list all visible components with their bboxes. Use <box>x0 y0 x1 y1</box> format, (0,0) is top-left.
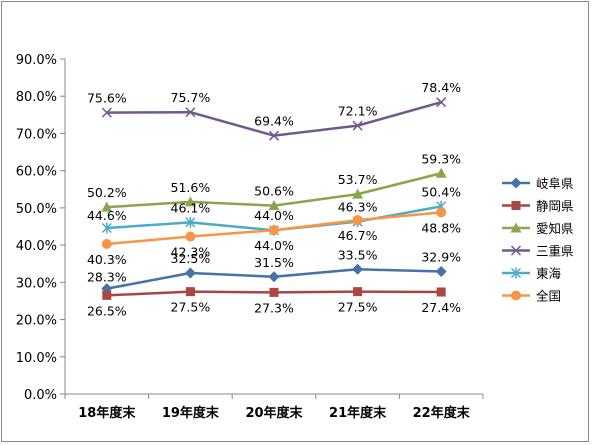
data-label: 40.3% <box>87 252 127 267</box>
y-tick-label: 0.0% <box>24 388 57 403</box>
data-point <box>101 107 112 118</box>
data-point <box>353 287 363 297</box>
series-4 <box>101 97 447 141</box>
data-label: 48.8% <box>421 220 461 235</box>
data-label: 50.4% <box>421 184 461 199</box>
data-label: 42.3% <box>171 245 211 260</box>
data-point <box>268 200 280 211</box>
data-point <box>510 245 522 256</box>
legend-label: 東海 <box>536 266 562 281</box>
data-point <box>352 188 364 199</box>
data-label: 33.5% <box>338 247 378 262</box>
data-point <box>510 222 522 233</box>
data-label: 59.3% <box>421 151 461 166</box>
y-tick-label: 10.0% <box>16 351 57 366</box>
legend-label: 静岡県 <box>536 199 574 214</box>
legend-item: 三重県 <box>502 244 574 259</box>
y-tick-label: 30.0% <box>16 276 57 291</box>
data-label: 53.7% <box>338 172 378 187</box>
y-tick-label: 40.0% <box>16 239 57 254</box>
data-label: 28.3% <box>87 270 127 285</box>
y-tick-label: 90.0% <box>16 53 57 68</box>
data-point <box>269 287 279 297</box>
data-label: 51.6% <box>171 180 211 195</box>
data-label: 46.7% <box>338 228 378 243</box>
legend-item: 愛知県 <box>502 221 574 236</box>
legend-item: 岐阜県 <box>502 176 574 191</box>
series-2 <box>102 287 446 300</box>
data-point <box>268 130 280 141</box>
data-label: 75.6% <box>87 91 127 106</box>
data-point <box>101 238 112 249</box>
data-point <box>511 290 521 301</box>
legend-item: 全国 <box>502 289 561 304</box>
data-point <box>184 196 196 207</box>
data-point <box>352 120 363 131</box>
data-label: 44.0% <box>254 238 294 253</box>
data-point <box>510 267 522 279</box>
data-label: 50.6% <box>254 184 294 199</box>
data-label: 26.5% <box>87 303 127 318</box>
data-point <box>185 107 196 118</box>
data-point <box>184 267 196 279</box>
data-label: 31.5% <box>254 255 294 270</box>
data-label: 50.2% <box>87 185 127 200</box>
data-label: 69.4% <box>254 114 294 129</box>
data-point <box>185 216 196 228</box>
legend-label: 全国 <box>536 289 561 304</box>
data-point <box>511 201 521 210</box>
data-point <box>436 287 446 297</box>
data-label: 27.5% <box>338 300 378 315</box>
data-point <box>352 263 364 275</box>
data-point <box>102 290 112 300</box>
data-label: 72.1% <box>338 104 378 119</box>
data-point <box>185 231 196 242</box>
data-label: 27.3% <box>254 300 294 315</box>
y-tick-label: 70.0% <box>16 127 57 142</box>
legend-item: 東海 <box>502 266 562 281</box>
data-label: 46.1% <box>171 200 211 215</box>
legend-item: 静岡県 <box>502 199 574 214</box>
data-point <box>436 97 447 108</box>
data-point <box>269 225 279 236</box>
data-point <box>101 201 113 212</box>
data-label: 44.6% <box>87 208 127 223</box>
x-tick-label: 20年度末 <box>245 405 303 421</box>
data-label: 46.3% <box>338 200 378 215</box>
legend-label: 愛知県 <box>536 221 574 236</box>
series-6 <box>101 207 447 249</box>
data-label: 75.7% <box>171 90 211 105</box>
data-label: 44.0% <box>254 208 294 223</box>
data-point <box>268 271 280 283</box>
data-point <box>436 207 447 218</box>
data-point <box>185 287 195 297</box>
data-label: 78.4% <box>421 80 461 95</box>
data-label: 32.5% <box>171 251 211 266</box>
data-point <box>352 215 363 226</box>
data-label: 32.9% <box>421 250 461 265</box>
x-tick-label: 19年度末 <box>162 405 220 421</box>
legend-label: 岐阜県 <box>536 176 574 191</box>
series-3 <box>101 167 447 212</box>
y-tick-label: 20.0% <box>16 314 57 329</box>
data-point <box>435 266 447 278</box>
x-tick-label: 21年度末 <box>329 405 387 421</box>
x-tick-label: 18年度末 <box>78 405 136 421</box>
y-tick-label: 50.0% <box>16 202 57 217</box>
y-tick-label: 80.0% <box>16 90 57 105</box>
y-tick-label: 60.0% <box>16 165 57 180</box>
legend-label: 三重県 <box>536 244 574 259</box>
data-point <box>435 167 447 178</box>
x-tick-label: 22年度末 <box>413 405 471 421</box>
data-label: 27.4% <box>421 300 461 315</box>
data-point <box>101 222 112 234</box>
data-label: 27.5% <box>171 300 211 315</box>
data-point <box>510 177 522 189</box>
